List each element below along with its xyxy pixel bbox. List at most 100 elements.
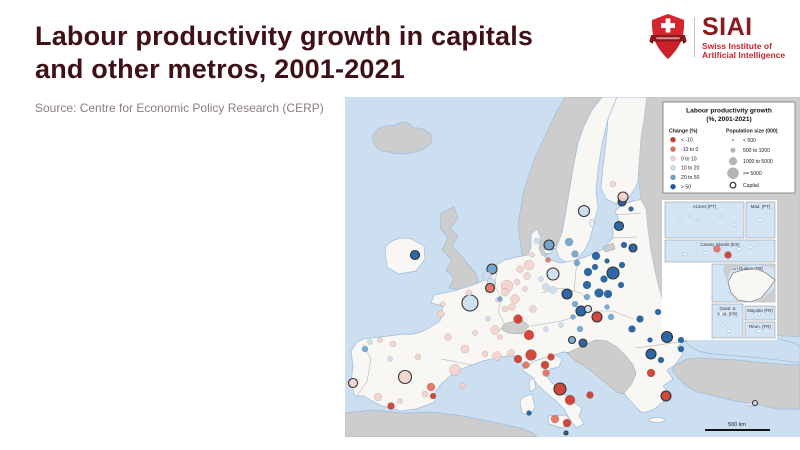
metro-dot: [545, 257, 551, 263]
metro-dot: [459, 382, 467, 390]
metro-dot: [628, 243, 638, 253]
legend-population-label: 1000 to 5000: [743, 159, 773, 165]
legend-population-swatch: [727, 167, 739, 179]
metro-dot: [523, 259, 535, 271]
metro-dot: [613, 220, 625, 232]
metro-dot: [562, 418, 572, 428]
metro-dot: [481, 350, 489, 358]
metro-dot: [553, 382, 567, 396]
metro-dot: [465, 289, 473, 297]
french-guiana-land: [723, 265, 776, 303]
inset-label: Azores (PT): [693, 204, 717, 209]
metro-dot: [421, 390, 429, 398]
legend-population-swatch: [731, 139, 735, 142]
legend-population-label: >= 5000: [743, 171, 762, 177]
metro-dot: [529, 305, 537, 313]
legend-change-label: 20 to 50: [681, 175, 700, 181]
metro-dot: [347, 377, 359, 389]
metro-dot: [636, 315, 644, 323]
metro-dot: [620, 241, 628, 249]
metro-dot: [617, 281, 625, 289]
metro-dot: [522, 286, 528, 292]
metro-dot: [583, 267, 593, 277]
metro-dot: [538, 276, 544, 282]
swiss-shield-icon: [649, 14, 687, 59]
legend-change-swatch: [670, 136, 676, 143]
metro-dot: [571, 250, 579, 258]
metro-dots: [347, 180, 759, 436]
metro-dot: [426, 382, 436, 392]
metro-dot: [516, 265, 524, 273]
metro-dot: [571, 300, 579, 308]
logo-wordmark: SIAI: [702, 12, 753, 41]
metro-dot: [647, 337, 653, 343]
metro-dot: [578, 338, 588, 348]
metro-dot: [628, 325, 636, 333]
metro-dot: [591, 311, 603, 323]
metro-dot: [497, 296, 503, 302]
legend-change-label: < -10: [681, 138, 693, 144]
page-title-line2: and other metros, 2001-2021: [35, 54, 406, 84]
metro-dot: [583, 304, 593, 314]
metro-dot: [549, 286, 557, 294]
metro-dot: [490, 325, 500, 335]
metro-dot: [543, 239, 555, 251]
metro-dot: [387, 356, 393, 362]
metro-dot: [609, 180, 617, 188]
legend-population-items: < 500 500 to 1000 1000 to 5000 >= 5000 Capit…: [727, 138, 773, 189]
metro-dot: [513, 354, 523, 364]
metro-dot: [397, 369, 413, 385]
legend-change-swatch: [670, 165, 676, 171]
inset-label: Guad. &: [719, 306, 735, 311]
metro-dot: [507, 349, 515, 357]
metro-dot: [604, 304, 610, 310]
metro-dot: [677, 336, 685, 344]
legend-title-line2: (%, 2001-2021): [706, 116, 751, 123]
metro-dot: [660, 330, 674, 344]
metro-dot: [510, 294, 520, 304]
metro-dot: [472, 330, 478, 336]
page-title-line1: Labour productivity growth in capitals: [35, 21, 534, 51]
metro-dot: [607, 313, 615, 321]
legend-title-line1: Labour productivity growth: [686, 108, 772, 115]
metro-dot: [482, 271, 492, 281]
metro-dot: [492, 351, 502, 361]
metro-dot: [646, 368, 656, 378]
metro-dot: [677, 345, 685, 353]
metro-dot: [603, 289, 613, 299]
metro-dot: [617, 191, 629, 203]
metro-dot: [523, 329, 535, 341]
metro-dot: [591, 263, 599, 271]
legend-population-swatch: [730, 147, 736, 153]
metro-dot: [546, 267, 560, 281]
legend-change-label: > 50: [681, 185, 691, 191]
metro-dot: [564, 394, 576, 406]
metro-dot: [606, 266, 620, 280]
legend-change-swatch: [670, 155, 676, 162]
page-title: Labour productivity growth in capitals a…: [35, 20, 615, 86]
metro-dot: [561, 288, 573, 300]
inset-islands: [677, 214, 764, 334]
europe-map: 500 km Azores (PT) Mad. (PT) Canary Island…: [344, 96, 800, 438]
metro-dot: [437, 310, 445, 318]
metro-dot: [529, 252, 535, 258]
metro-dot: [367, 339, 373, 345]
inset-box: [711, 303, 744, 339]
metro-dot: [586, 391, 594, 399]
metro-dot: [540, 360, 550, 370]
metro-dot: [628, 206, 634, 212]
legend-population-swatch: [729, 157, 738, 166]
legend-change-swatch: [670, 146, 676, 152]
inset-label: Mart. (FR): [718, 312, 739, 317]
metro-dot: [604, 258, 610, 264]
metro-dot: [460, 344, 470, 354]
inset-label: Réun. (FR): [749, 324, 771, 329]
metro-dot: [485, 316, 491, 322]
metro-dot: [497, 334, 503, 340]
metro-dot: [522, 361, 530, 369]
metro-dot: [501, 305, 509, 313]
metro-dot: [526, 410, 532, 416]
inset-box: [664, 239, 776, 263]
map-legend: Labour productivity growth (%, 2001-2021…: [662, 101, 796, 194]
metro-dot: [484, 282, 496, 294]
